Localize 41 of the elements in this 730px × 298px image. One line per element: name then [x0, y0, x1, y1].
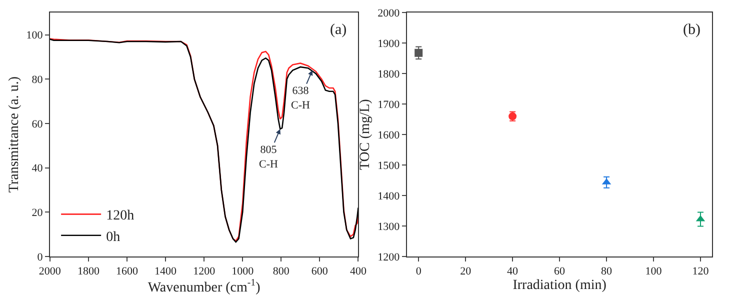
- x-axis-title: Irradiation (min): [512, 278, 607, 293]
- annotation: (b): [683, 22, 700, 38]
- annotation: 805 C-H: [259, 144, 278, 170]
- point: [414, 48, 423, 57]
- x-tick-label: 40: [507, 266, 519, 278]
- x-tick-label: 60: [554, 266, 566, 278]
- annotation: (a): [330, 22, 347, 38]
- x-tick-label: 600: [311, 266, 328, 278]
- y-tick-label: 80: [32, 74, 44, 86]
- annotation: 638 C-H: [291, 85, 310, 112]
- y-tick-label: 60: [32, 118, 44, 130]
- x-tick-label: 100: [645, 266, 662, 278]
- x-tick-label: 80: [601, 266, 613, 278]
- y-tick-label: 100: [26, 30, 44, 42]
- x-tick-label: 20: [460, 266, 472, 278]
- y-tick-label: 1200: [378, 251, 400, 264]
- y-tick-label: 0: [37, 251, 44, 264]
- x-tick-label: 1800: [77, 266, 100, 278]
- y-tick-label: 40: [32, 162, 44, 175]
- y-tick-label: 2000: [378, 8, 400, 20]
- y-axis-title: TOC (mg/L): [358, 98, 374, 170]
- y-tick-label: 1400: [378, 190, 400, 202]
- x-tick-label: 800: [272, 266, 290, 278]
- x-tick-label: 1200: [193, 266, 216, 278]
- x-tick-label: 400: [350, 266, 367, 278]
- y-tick-label: 1800: [378, 68, 400, 80]
- x-tick-label: 1400: [154, 266, 178, 278]
- y-tick-label: 1300: [378, 220, 400, 233]
- x-tick-label: 0: [416, 266, 422, 278]
- x-tick-label: 1600: [116, 266, 138, 278]
- y-axis-title: Transmittance (a. u.): [6, 76, 22, 193]
- y-tick-label: 1900: [378, 38, 400, 50]
- x-tick-label: 120: [692, 266, 710, 278]
- y-tick-label: 20: [32, 206, 44, 219]
- x-axis-title: Wavenumber (cm$^{-1}$): [148, 278, 261, 296]
- legend-label: 120h: [106, 208, 134, 224]
- y-tick-label: 1600: [378, 129, 400, 142]
- y-tick-label: 1700: [378, 98, 400, 111]
- y-tick-label: 1500: [378, 160, 400, 172]
- legend-label: 0h: [106, 230, 120, 245]
- x-tick-label: 1000: [232, 266, 254, 278]
